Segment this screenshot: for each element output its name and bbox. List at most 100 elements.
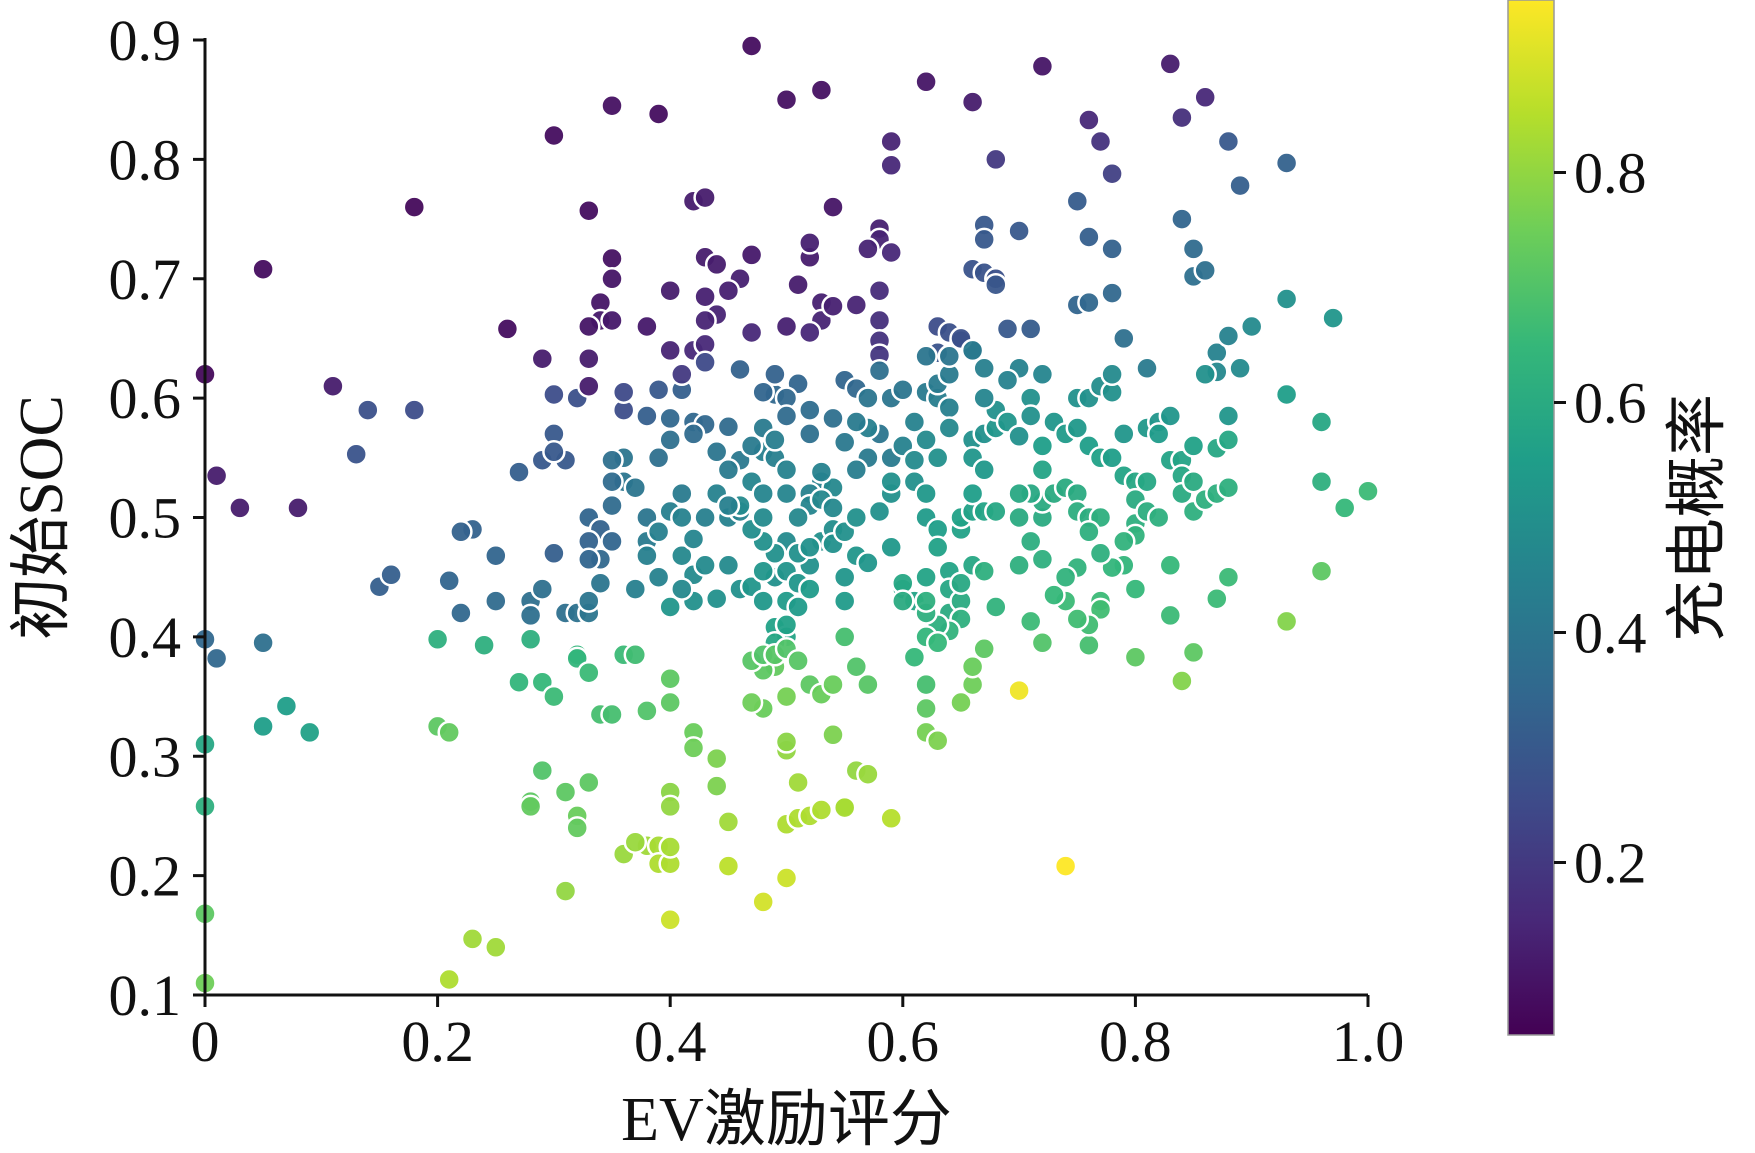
scatter-point [204,646,229,671]
scatter-point [914,672,938,697]
scatter-point [577,547,601,572]
scatter-point [379,563,403,587]
scatter-point [914,344,938,369]
scatter-point [658,908,682,932]
scatter-point [972,559,996,583]
scatter-point [902,448,927,472]
scatter-point [681,527,706,551]
scatter-point [1309,410,1334,434]
scatter-point [821,195,845,219]
scatter-point [542,382,566,407]
scatter-point [1216,324,1241,348]
scatter-point [809,78,834,102]
scatter-point [751,481,775,506]
scatter-point [1030,54,1055,79]
scatter-point [600,246,624,271]
scatter-point [879,129,903,154]
colorbar-tick-label: 0.4 [1574,601,1647,666]
scatter-point [693,505,717,530]
scatter-point [751,890,775,914]
scatter-point [751,559,775,583]
scatter-point [670,577,694,601]
scatter-point [704,440,729,464]
scatter-point [484,589,508,613]
scatter-point [635,404,659,428]
scatter-point [867,358,892,383]
scatter-point [437,720,461,745]
scatter-point [600,448,624,472]
scatter-point [1170,105,1194,130]
scatter-point [879,806,903,831]
scatter-point [449,601,473,625]
scatter-point [646,565,671,589]
scatter-point [1077,290,1101,315]
scatter-point [518,603,543,628]
scatter-point [646,378,671,402]
scatter-point [693,553,717,578]
scatter-point [274,694,299,718]
scatter-point [844,410,869,434]
scatter-point [786,595,810,619]
scatter-point [832,625,857,649]
scatter-point [1053,565,1078,589]
scatter-point [716,854,741,878]
scatter-point [1216,565,1241,589]
scatter-point [542,440,566,464]
scatter-point [1112,529,1136,554]
scatter-point [844,505,869,530]
scatter-point [693,308,717,333]
scatter-point [1181,469,1206,494]
scatter-point [518,794,543,819]
scatter-point [1007,553,1031,578]
scatter-point [1239,314,1264,339]
scatter-point [1274,287,1299,311]
y-tick-label: 0.2 [109,844,182,909]
y-tick-label: 0.5 [109,486,182,551]
scatter-point [542,684,566,709]
colorbar-bar [1507,0,1555,1036]
scatter-point [972,227,996,252]
scatter-point [763,428,787,452]
scatter-point [553,780,578,804]
scatter-point [821,406,845,431]
scatter-point [949,571,973,595]
scatter-point [1332,496,1357,520]
scatter-point [798,398,822,422]
scatter-point [658,406,682,431]
scatter-point [600,493,624,518]
scatter-point [507,460,531,484]
scatter-point [1077,633,1101,657]
scatter-point [577,770,601,795]
scatter-point [914,589,938,613]
scatter-point [984,147,1008,172]
scatter-point [1274,151,1299,175]
scatter-point [1170,207,1194,231]
scatter-point [786,649,810,673]
scatter-point [786,505,810,530]
scatter-point [1007,505,1031,530]
scatter-point [856,551,880,575]
scatter-point [867,308,892,333]
scatter-point [495,317,520,341]
scatter-point [716,415,741,439]
scatter-point [867,499,892,524]
scatter-point [251,714,275,739]
scatter-point [1018,317,1043,341]
x-axis-title: EV激励评分 [621,1086,952,1153]
scatter-point [1309,559,1334,583]
scatter-point [437,569,461,593]
scatter-point [402,195,427,219]
scatter-point [1274,609,1299,634]
scatter-point [972,637,996,661]
scatter-point [716,810,741,834]
scatter-point [914,428,938,452]
scatter-point [1030,631,1055,655]
scatter-point [914,70,938,94]
scatter-point [530,577,555,601]
scatter-point [856,762,880,786]
y-tick-label: 0.7 [109,247,182,312]
scatter-point [739,434,764,458]
scatter-point [693,284,717,309]
scatter-point [1065,607,1090,631]
scatter-point [1123,645,1148,669]
